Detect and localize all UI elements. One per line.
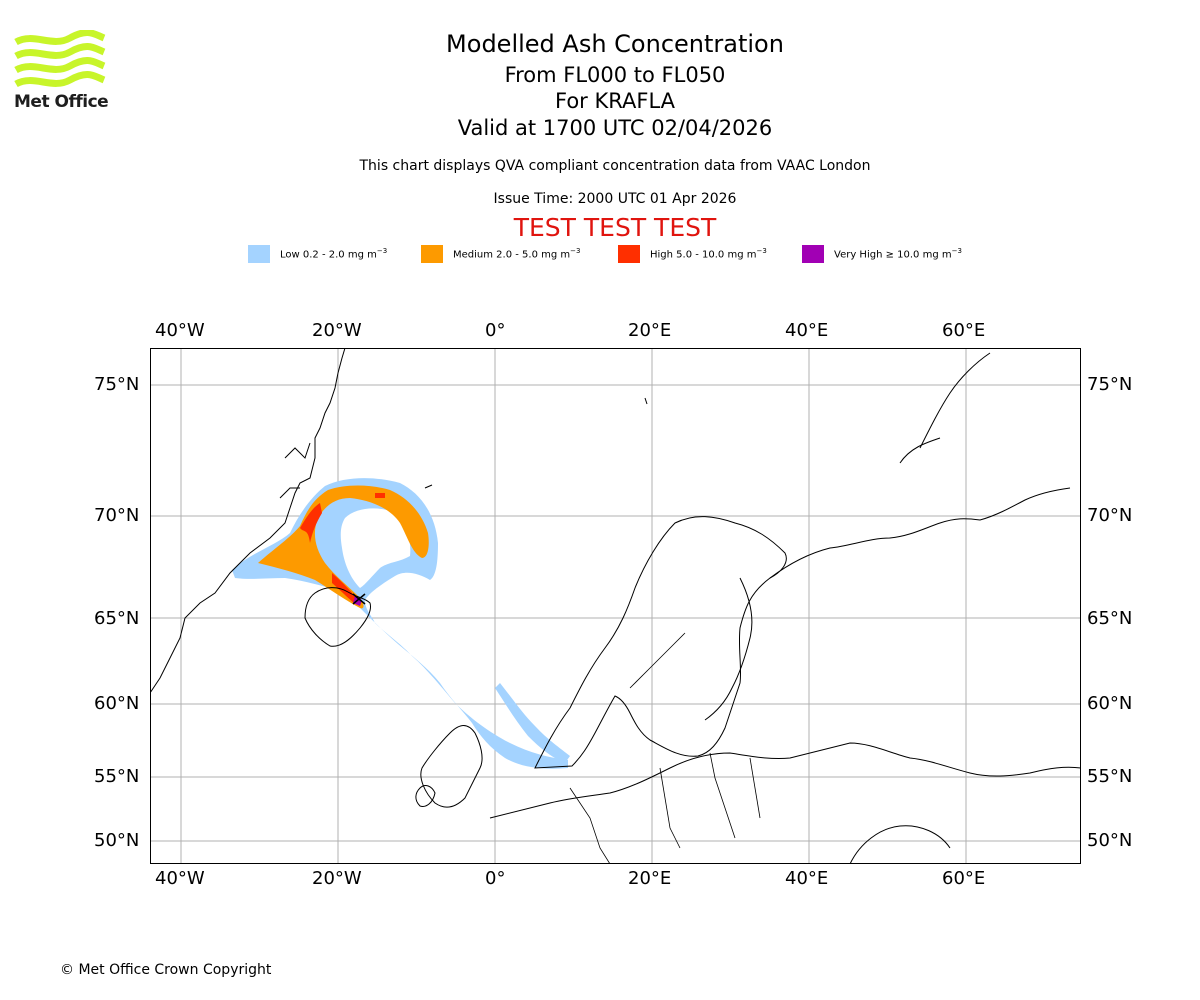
country-borders bbox=[569, 632, 761, 864]
map-grid bbox=[150, 348, 1081, 864]
copyright-notice: © Met Office Crown Copyright bbox=[60, 962, 272, 978]
legend-swatch-very-high bbox=[802, 245, 824, 263]
volcano-marker bbox=[352, 593, 366, 605]
legend-swatch-low bbox=[248, 245, 270, 263]
lon-tick-bottom: 40°E bbox=[785, 868, 829, 889]
lon-tick-top: 20°E bbox=[628, 320, 672, 341]
lat-tick-left: 60°N bbox=[94, 693, 140, 714]
legend-label-very-high: Very High ≥ 10.0 mg m−3 bbox=[834, 247, 962, 261]
logo-text: Met Office bbox=[14, 92, 109, 112]
legend-label-medium: Medium 2.0 - 5.0 mg m−3 bbox=[453, 247, 581, 261]
ash-map bbox=[150, 348, 1081, 864]
issue-time: Issue Time: 2000 UTC 01 Apr 2026 bbox=[493, 191, 737, 207]
flight-level-range: From FL000 to FL050 bbox=[504, 63, 726, 87]
chart-title: Modelled Ash Concentration bbox=[446, 30, 784, 58]
lon-tick-bottom: 40°W bbox=[155, 868, 205, 889]
legend-swatch-high bbox=[618, 245, 640, 263]
lat-tick-left: 50°N bbox=[94, 830, 140, 851]
lat-tick-left: 55°N bbox=[94, 766, 140, 787]
legend-swatch-medium bbox=[421, 245, 443, 263]
ash-high-region bbox=[300, 493, 385, 604]
lat-tick-left: 70°N bbox=[94, 505, 140, 526]
map-frame bbox=[150, 348, 1081, 864]
legend-item-high: High 5.0 - 10.0 mg m−3 bbox=[618, 244, 767, 264]
legend-label-high: High 5.0 - 10.0 mg m−3 bbox=[650, 247, 767, 261]
lon-tick-bottom: 20°E bbox=[628, 868, 672, 889]
coastlines bbox=[150, 348, 1081, 864]
logo-waves-icon bbox=[14, 29, 106, 88]
lat-tick-right: 50°N bbox=[1087, 830, 1133, 851]
lon-tick-bottom: 60°E bbox=[942, 868, 986, 889]
legend-item-medium: Medium 2.0 - 5.0 mg m−3 bbox=[421, 244, 580, 264]
lon-tick-top: 20°W bbox=[312, 320, 362, 341]
legend-item-very-high: Very High ≥ 10.0 mg m−3 bbox=[802, 244, 962, 264]
lat-tick-right: 65°N bbox=[1087, 608, 1133, 629]
lon-tick-top: 0° bbox=[485, 320, 506, 341]
lat-tick-right: 75°N bbox=[1087, 374, 1133, 395]
lat-tick-right: 70°N bbox=[1087, 505, 1133, 526]
chart-subtitle: This chart displays QVA compliant concen… bbox=[359, 158, 871, 174]
met-office-logo bbox=[14, 29, 106, 110]
volcano-name: For KRAFLA bbox=[555, 89, 675, 113]
lat-tick-left: 65°N bbox=[94, 608, 140, 629]
ash-gap bbox=[340, 508, 411, 588]
lon-tick-bottom: 20°W bbox=[312, 868, 362, 889]
valid-time: Valid at 1700 UTC 02/04/2026 bbox=[457, 116, 773, 140]
lon-tick-bottom: 0° bbox=[485, 868, 506, 889]
lon-tick-top: 40°W bbox=[155, 320, 205, 341]
lat-tick-right: 60°N bbox=[1087, 693, 1133, 714]
lat-tick-left: 75°N bbox=[94, 374, 140, 395]
test-banner: TEST TEST TEST bbox=[513, 213, 717, 242]
legend-label-low: Low 0.2 - 2.0 mg m−3 bbox=[280, 247, 388, 261]
lon-tick-top: 40°E bbox=[785, 320, 829, 341]
legend-item-low: Low 0.2 - 2.0 mg m−3 bbox=[248, 244, 387, 264]
lon-tick-top: 60°E bbox=[942, 320, 986, 341]
lat-tick-right: 55°N bbox=[1087, 766, 1133, 787]
